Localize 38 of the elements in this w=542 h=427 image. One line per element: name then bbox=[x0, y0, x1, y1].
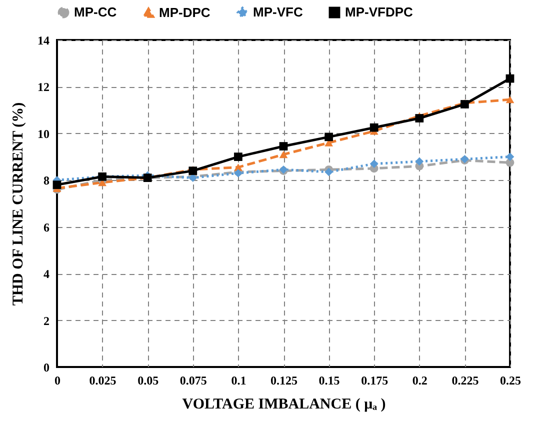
y-tick-label: 0 bbox=[44, 360, 50, 374]
y-tick-label: 6 bbox=[44, 220, 50, 234]
y-tick-label: 2 bbox=[44, 314, 50, 328]
legend-label: MP-CC bbox=[74, 4, 118, 20]
x-tick-label: 0.05 bbox=[138, 374, 159, 388]
x-tick-label: 0.175 bbox=[361, 374, 388, 388]
x-tick-label: 0.075 bbox=[180, 374, 207, 388]
x-tick-label: 0.125 bbox=[270, 374, 298, 388]
point bbox=[279, 150, 288, 158]
y-tick-label: 10 bbox=[38, 126, 50, 141]
y-tick-label: 8 bbox=[44, 174, 50, 188]
y-tick-label: 12 bbox=[38, 80, 50, 94]
x-tick-label: 0.1 bbox=[231, 374, 246, 388]
x-tick-label: 0.025 bbox=[89, 374, 116, 388]
legend-label: MP-DPC bbox=[159, 4, 211, 20]
point bbox=[415, 157, 424, 166]
point bbox=[370, 160, 378, 168]
point bbox=[279, 142, 288, 150]
point bbox=[370, 123, 378, 132]
legend-label: MP-VFDPC bbox=[345, 4, 414, 20]
x-tick-label: 0.2 bbox=[412, 374, 428, 388]
y-tick-label: 4 bbox=[44, 267, 50, 282]
point bbox=[415, 114, 424, 122]
x-tick-label: 0.15 bbox=[318, 374, 340, 388]
legend-label: MP-VFC bbox=[253, 4, 304, 20]
point bbox=[506, 74, 514, 83]
point bbox=[324, 168, 333, 176]
point bbox=[52, 180, 62, 189]
x-tick-label: 0.225 bbox=[452, 374, 479, 388]
x-axis-title: VOLTAGE IMBALANCE ( μₐ ) bbox=[182, 396, 386, 412]
point bbox=[506, 96, 514, 104]
x-tick-label: 0 bbox=[54, 374, 60, 388]
point bbox=[506, 152, 514, 161]
point bbox=[324, 132, 333, 142]
x-tick-label: 0.25 bbox=[500, 374, 521, 388]
point bbox=[234, 152, 242, 161]
y-axis-title: THD OF LINE CURRENT (%) bbox=[10, 102, 26, 306]
y-tick-label: 14 bbox=[38, 34, 50, 48]
